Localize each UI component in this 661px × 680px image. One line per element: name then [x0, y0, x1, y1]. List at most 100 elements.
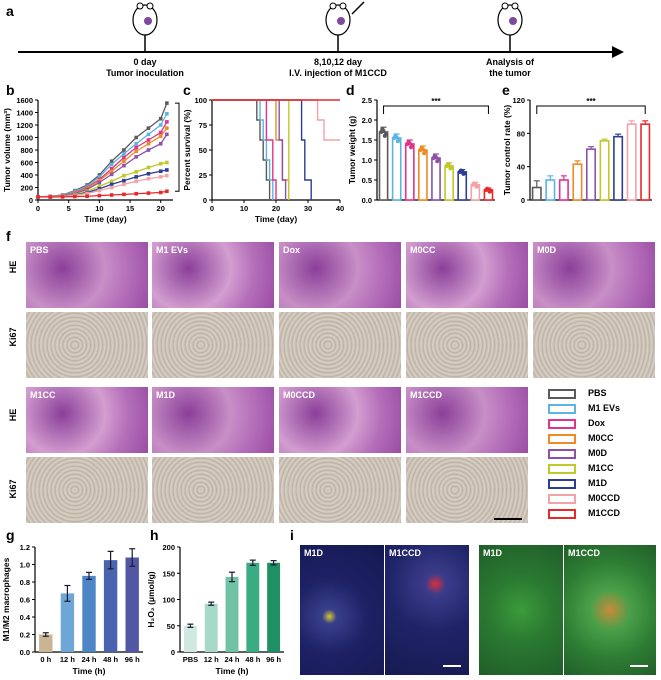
legend-swatch: [548, 479, 576, 489]
bar: [183, 625, 197, 652]
survival-curve: [212, 99, 312, 200]
row-label-ki67: Ki67: [8, 479, 18, 499]
data-dot: [459, 168, 464, 173]
y-tick-label: 1000: [16, 134, 33, 143]
x-tick-label: 0: [210, 204, 214, 213]
y-tick-label: 0.2: [20, 631, 30, 640]
y-tick-label: 0.6: [20, 596, 30, 605]
x-tick-label: 20: [272, 204, 280, 213]
bar: [531, 186, 542, 201]
timeline-event-1: 8,10,12 day I.V. injection of M1CCD: [289, 57, 387, 78]
bar: [457, 171, 468, 201]
data-point: [134, 149, 138, 154]
image-group-label: M0CCD: [283, 390, 316, 400]
legend-item: M1CCD: [548, 508, 658, 522]
bar: [82, 575, 96, 652]
data-dot: [382, 133, 387, 138]
tumor-weight-chart: 0.0 0.5 1.0 1.5 2.0 2.5 Tumor weight (g) ***: [347, 96, 495, 205]
data-point: [109, 172, 114, 177]
data-point: [158, 190, 163, 195]
scale-bar: [443, 665, 461, 667]
fluorescence-image: M1D: [479, 545, 563, 675]
y-tick-label: 50: [167, 622, 175, 631]
scale-bar: [630, 665, 648, 667]
panel-letter-b: b: [6, 82, 15, 98]
data-point: [158, 134, 163, 139]
x-tick-label: 0 h: [40, 655, 51, 664]
data-point: [122, 182, 126, 187]
data-point: [165, 120, 169, 124]
data-point: [109, 185, 114, 190]
data-point: [146, 138, 151, 142]
data-point: [134, 179, 138, 184]
legend-item: M0CC: [548, 433, 658, 447]
data-point: [122, 151, 126, 156]
y-tick-label: 2.0: [362, 116, 372, 125]
data-dot: [487, 189, 492, 194]
data-dot: [422, 151, 427, 156]
fluorescence-image: M1CCD: [564, 545, 656, 675]
y-tick-label: 0: [521, 196, 525, 205]
data-point: [146, 165, 151, 170]
legend-label: M0CC: [588, 433, 614, 443]
y-tick-label: 0.5: [362, 176, 372, 185]
image-group-label: M0CC: [410, 245, 436, 255]
data-point: [146, 191, 151, 195]
image-group-label: M1CCD: [410, 390, 443, 400]
image-group-label: M1CCD: [568, 548, 601, 558]
legend-item: M1 EVs: [548, 403, 658, 417]
bar: [404, 143, 415, 201]
data-dot: [395, 139, 400, 144]
data-point: [122, 159, 126, 164]
data-point: [109, 166, 114, 171]
y-tick-label: 0: [203, 196, 207, 205]
y-tick-label: 2.5: [362, 96, 372, 105]
bar: [585, 148, 597, 201]
significance-bracket: [536, 105, 646, 114]
data-point: [97, 193, 102, 198]
legend-item: M1D: [548, 478, 658, 492]
legend-swatch: [548, 389, 576, 399]
image-group-label: M1D: [304, 548, 324, 558]
ki67-stain-image: [279, 457, 401, 523]
bar: [545, 179, 556, 201]
data-point: [97, 180, 102, 185]
legend-item: PBS: [548, 388, 658, 402]
data-point: [109, 159, 114, 164]
x-tick-label: 24 h: [81, 655, 96, 664]
data-dot: [435, 159, 440, 164]
bar: [103, 560, 118, 652]
bar: [378, 131, 389, 201]
timeline-diagram: [18, 1, 624, 58]
x-tick-label: 40: [336, 204, 344, 213]
y-tick-label: 0: [171, 648, 175, 657]
data-dot: [380, 127, 385, 132]
legend-swatch: [548, 494, 576, 504]
survival-curve: [212, 99, 287, 200]
legend-swatch: [548, 404, 576, 414]
significance-label: ***: [586, 97, 596, 106]
legend-item: M1CC: [548, 463, 658, 477]
legend-label: M1CCD: [588, 508, 621, 518]
x-tick-label: PBS: [183, 655, 198, 664]
scale-bar: [494, 518, 522, 520]
y-tick-label: 100: [194, 96, 207, 105]
legend-label: M0D: [588, 448, 608, 458]
data-point: [73, 194, 77, 199]
data-point: [85, 194, 89, 199]
y-axis-label: H₂O₂ (μmol/g): [146, 571, 156, 627]
panel-letter-c: c: [183, 82, 191, 98]
y-axis-label: Percent survival (%): [182, 109, 192, 190]
y-tick-label: 0.0: [362, 196, 372, 205]
data-point: [48, 195, 53, 199]
bar: [444, 165, 454, 201]
timeline-event-0: 0 day Tumor inoculation: [106, 57, 184, 78]
x-axis-label: Time (day): [255, 214, 298, 224]
legend-swatch: [548, 449, 576, 459]
panel-letter-f: f: [6, 228, 11, 244]
y-tick-label: 25: [199, 171, 207, 180]
data-point: [134, 175, 138, 179]
panel-letter-a: a: [6, 3, 14, 19]
panel-letter-d: d: [346, 82, 355, 98]
